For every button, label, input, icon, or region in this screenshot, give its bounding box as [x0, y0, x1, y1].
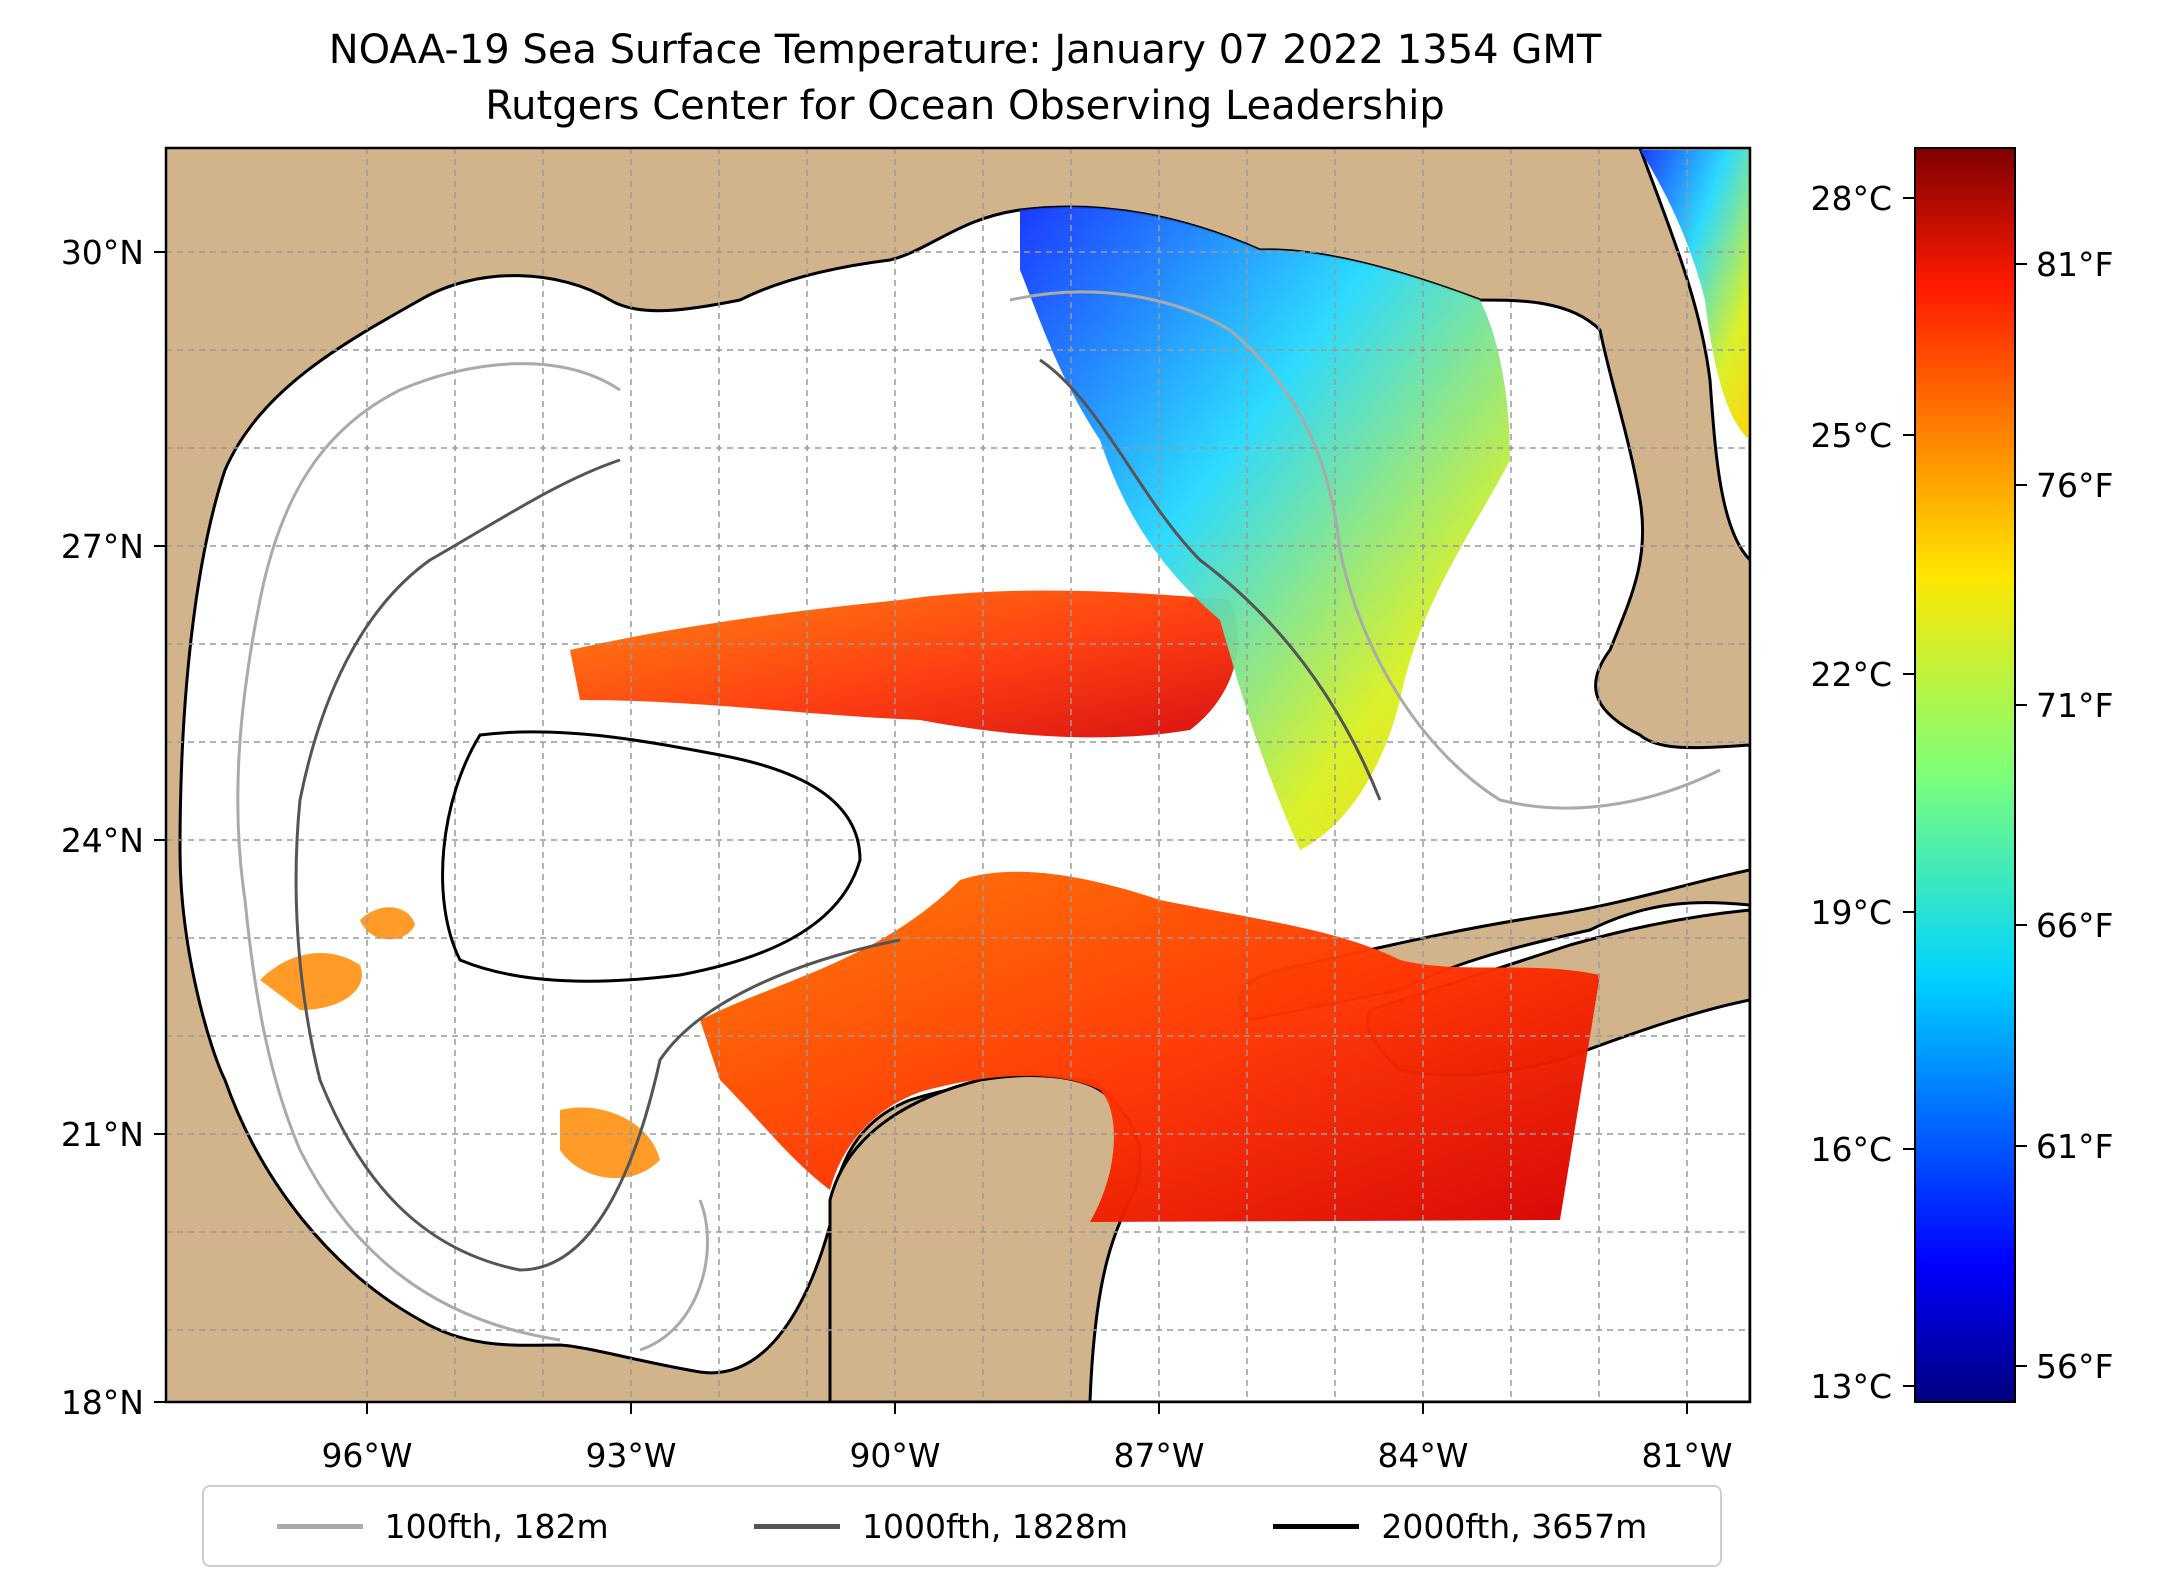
lon-tick-84w: 84°W — [1377, 1436, 1468, 1475]
colorbar-tick-76f: 76°F — [2036, 466, 2113, 505]
legend-label-100fth: 100fth, 182m — [384, 1506, 609, 1546]
legend-swatch-2000fth — [1273, 1523, 1360, 1529]
axis-ticks — [154, 251, 1688, 1414]
graticule — [166, 148, 1750, 1402]
colorbar-tick-66f: 66°F — [2036, 906, 2113, 945]
legend-swatch-100fth — [276, 1523, 363, 1529]
lat-tick-27n: 27°N — [61, 527, 144, 566]
colorbar-tick-56f: 56°F — [2036, 1347, 2113, 1386]
lat-tick-30n: 30°N — [61, 233, 144, 272]
legend-item-2000fth: 2000fth, 3657m — [1273, 1507, 1647, 1546]
lat-tick-21n: 21°N — [61, 1115, 144, 1154]
lon-tick-87w: 87°W — [1113, 1436, 1204, 1475]
lon-tick-93w: 93°W — [585, 1436, 676, 1475]
lon-tick-90w: 90°W — [849, 1436, 940, 1475]
colorbar-tick-16c: 16°C — [1810, 1130, 1892, 1169]
colorbar-tick-28c: 28°C — [1810, 179, 1892, 218]
atlantic-sst — [1640, 150, 1750, 440]
legend-item-1000fth: 1000fth, 1828m — [754, 1507, 1128, 1546]
sst-northeast-shelf — [1020, 206, 1510, 851]
legend-swatch-1000fth — [754, 1523, 841, 1529]
contour-legend: 100fth, 182m 1000fth, 1828m 2000fth, 365… — [202, 1485, 1722, 1567]
lon-tick-96w: 96°W — [321, 1436, 412, 1475]
colorbar — [1914, 147, 2016, 1403]
colorbar-tick-61f: 61°F — [2036, 1127, 2113, 1166]
map-title: NOAA-19 Sea Surface Temperature: January… — [328, 27, 1602, 73]
contour-1000fth — [294, 358, 1382, 1272]
lat-tick-18n: 18°N — [61, 1383, 144, 1422]
colorbar-tick-71f: 71°F — [2036, 686, 2113, 725]
legend-label-1000fth: 1000fth, 1828m — [862, 1506, 1128, 1546]
contour-100fth — [236, 290, 1721, 1352]
sst-west-patches — [260, 907, 660, 1179]
contour-2000fth — [441, 730, 862, 983]
colorbar-tick-25c: 25°C — [1810, 416, 1892, 455]
colorbar-tick-22c: 22°C — [1810, 655, 1892, 694]
legend-item-100fth: 100fth, 182m — [276, 1506, 609, 1546]
legend-label-2000fth: 2000fth, 3657m — [1381, 1506, 1648, 1546]
colorbar-tick-13c: 13°C — [1810, 1367, 1892, 1406]
colorbar-tick-81f: 81°F — [2036, 245, 2113, 284]
map-area — [166, 148, 1750, 1402]
colorbar-ticks — [1903, 197, 2027, 1387]
colorbar-tick-19c: 19°C — [1810, 893, 1892, 932]
map-frame — [164, 146, 1752, 1404]
sst-southern-warm — [700, 871, 1600, 1222]
map-subtitle: Rutgers Center for Ocean Observing Leade… — [485, 83, 1445, 129]
lon-tick-81w: 81°W — [1641, 1436, 1732, 1475]
lat-tick-24n: 24°N — [61, 821, 144, 860]
